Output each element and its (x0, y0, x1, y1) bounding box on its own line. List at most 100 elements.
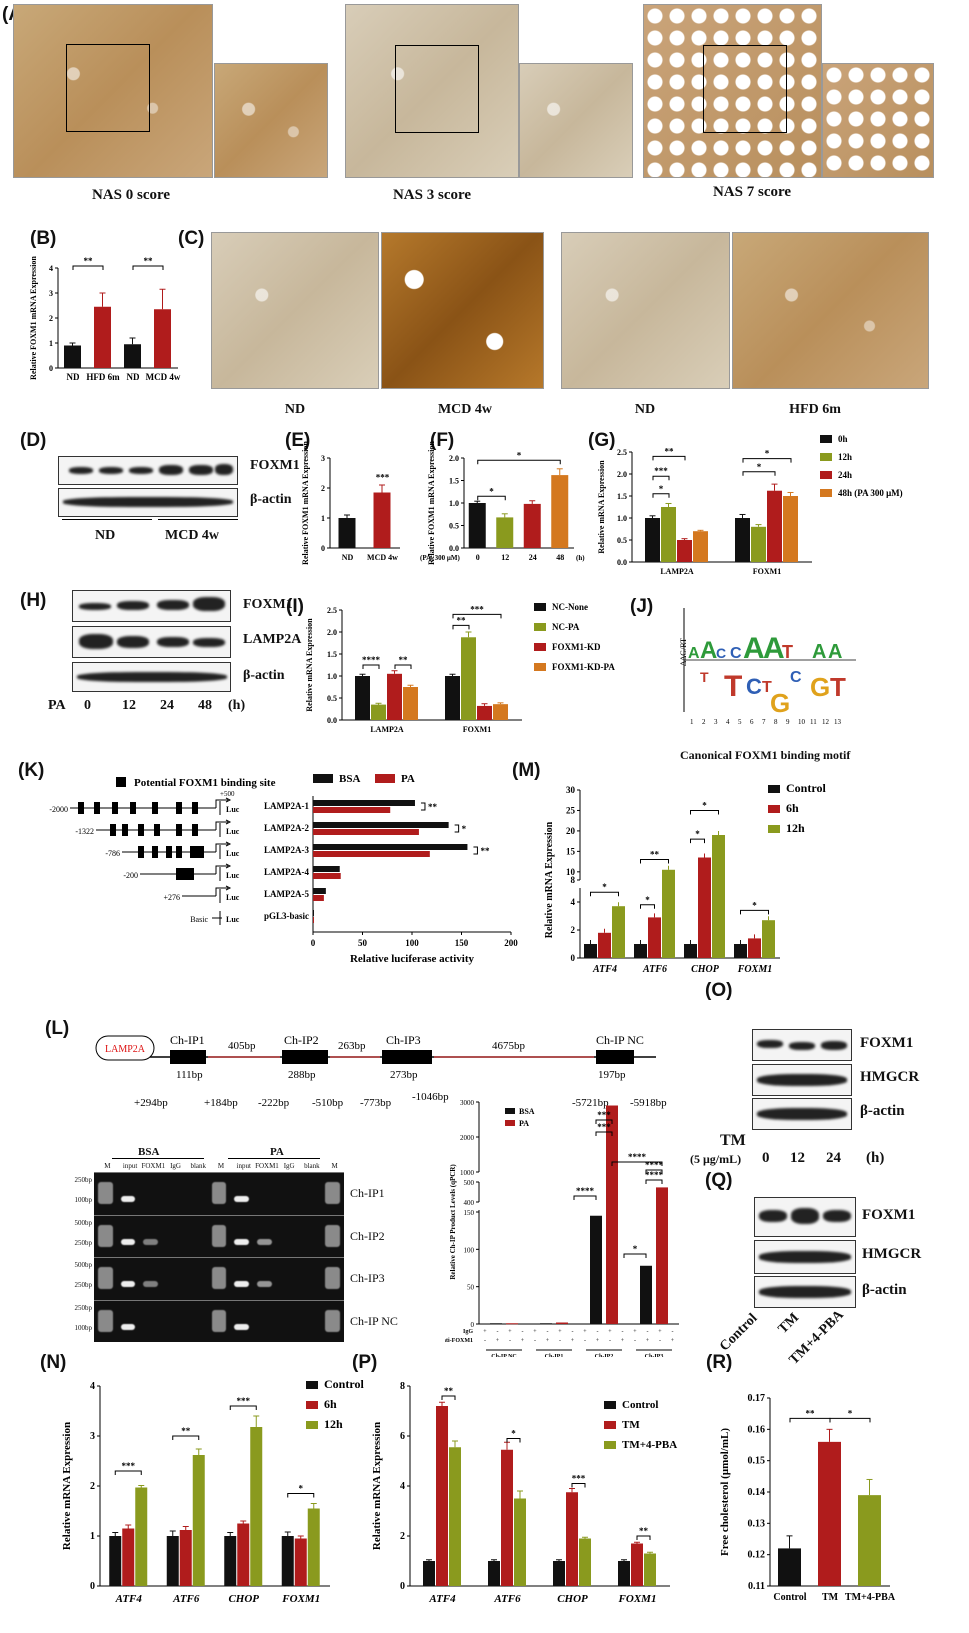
gel-row-label: Ch-IP NC (350, 1313, 398, 1328)
x-tick-label: ATF6 (172, 1593, 200, 1605)
time-0: 0 (84, 698, 91, 713)
x-tick-label: FOXM1 (281, 1593, 320, 1605)
bar (64, 345, 81, 368)
bar (436, 1406, 448, 1586)
chart-i: 0.0 0.5 1.0 1.5 2.0 2.5 Relative mRNA Expressi… (305, 602, 615, 734)
significance-bracket (506, 1438, 521, 1443)
y-tick-label: 4 (90, 1381, 95, 1392)
category-label: LAMP2A-5 (264, 889, 309, 899)
svg-text:C: C (746, 674, 762, 699)
y-tick-label: 2.0 (327, 628, 337, 637)
construct-start: -786 (105, 849, 120, 858)
significance-bracket (652, 455, 686, 461)
significance-label: *** (572, 1474, 586, 1484)
legend-label: Control (324, 1377, 364, 1391)
row-value: + (633, 1329, 637, 1335)
chart-m: 0 2 4 810 15 20 25 30 Relative mRNA Expression AT… (544, 781, 826, 975)
svg-text:-222bp: -222bp (258, 1097, 290, 1109)
y-axis-label: Free cholesterol (μmol/mL) (719, 1428, 731, 1556)
luc-label: Luc (226, 893, 240, 902)
binding-site (180, 868, 194, 880)
gel-row-divider (94, 1172, 344, 1173)
bar (540, 1323, 552, 1325)
legend-swatch (534, 603, 546, 611)
bar (179, 1530, 192, 1586)
lane-label: FOXM1 (255, 1162, 279, 1170)
significance-label: * (765, 449, 770, 459)
y-tick-label: 0.0 (617, 558, 627, 567)
marker-ladder (325, 1224, 340, 1247)
significance-bracket (394, 664, 412, 669)
row-value: + (646, 1338, 650, 1344)
panel-label-e: (E) (285, 430, 311, 451)
row-value: - (522, 1329, 524, 1335)
x-tick-label: FOXM1 (463, 725, 491, 734)
caption-nas7: NAS 7 score (712, 184, 792, 200)
marker-ladder (211, 1224, 227, 1247)
significance-bracket (229, 1405, 257, 1410)
x-tick-label: Ch-IP NC (491, 1354, 517, 1357)
significance-bracket (611, 1161, 663, 1166)
bar (250, 1427, 263, 1586)
binding-site (166, 846, 172, 858)
row-value: - (584, 1338, 586, 1344)
legend-swatch (505, 1108, 515, 1114)
marker-size-label: 100bp (74, 1323, 93, 1332)
row-label: anti-FOXM1 (445, 1338, 473, 1344)
y-tick-label: 2.0 (449, 454, 459, 463)
svg-text:1: 1 (690, 718, 694, 726)
significance-bracket (740, 909, 769, 915)
luc-label: Luc (226, 915, 240, 924)
lane-label: input (122, 1162, 138, 1170)
bar (338, 518, 356, 548)
significance-label: *** (597, 1122, 611, 1132)
svg-text:T: T (830, 672, 846, 702)
x-tick-label: CHOP (228, 1593, 259, 1605)
binding-site (138, 846, 144, 858)
significance-bracket (132, 265, 164, 270)
row-value: - (634, 1338, 636, 1344)
y-tick-label: 0.16 (748, 1424, 766, 1435)
x-tick-label: FOXM1 (737, 964, 772, 975)
significance-label: ** (444, 1386, 454, 1396)
legend-swatch (375, 774, 395, 783)
x-tick-label: HFD 6m (86, 372, 120, 382)
significance-bracket (640, 859, 669, 864)
row-value: - (609, 1338, 611, 1344)
legend-swatch (768, 825, 780, 833)
promoter-arrowhead (225, 797, 232, 803)
category-label: LAMP2A-1 (264, 801, 309, 811)
group-control: Control (717, 1310, 761, 1355)
x-tick-label: 50 (358, 938, 368, 948)
svg-text:T: T (762, 679, 772, 696)
bar (313, 895, 324, 901)
row-value: + (521, 1338, 525, 1344)
y-tick-label: 2.5 (617, 448, 627, 457)
bar (677, 540, 692, 562)
bar (818, 1441, 841, 1586)
x-tick-label: ND (67, 372, 80, 382)
panel-label-j: (J) (630, 596, 654, 617)
chart-p: 0 2 4 6 8 Relative mRNA Expression ATF4 ATF6 CHO… (371, 1381, 677, 1605)
binding-site (138, 824, 144, 836)
bar (762, 920, 775, 958)
svg-text:273bp: 273bp (390, 1069, 418, 1081)
marker-size-label: 250bp (74, 1281, 93, 1289)
group-mcd: MCD 4w (165, 528, 220, 543)
y-tick-label: 20 (566, 826, 576, 836)
motif-ylabel: ΔΔG/RT (679, 638, 688, 666)
x-tick-label: ATF4 (592, 964, 617, 975)
legend-swatch (505, 1120, 515, 1126)
svg-text:A: A (700, 637, 717, 664)
blot-h-lamp2a (72, 626, 231, 658)
marker-size-label: 500bp (74, 1218, 93, 1227)
marker-size-label: 100bp (74, 1196, 93, 1204)
legend-swatch (534, 623, 546, 631)
bar (661, 507, 676, 562)
row-value: + (496, 1338, 500, 1344)
y-tick-label: 0 (471, 1321, 475, 1329)
bar (634, 944, 647, 958)
significance-label: * (752, 900, 757, 910)
chart-l-qpcr: 0 50 100 150 400 500 1000 2000 3000 Relative Ch-I… (445, 1099, 679, 1357)
y-axis-label: Relative mRNA Expression (305, 618, 314, 712)
